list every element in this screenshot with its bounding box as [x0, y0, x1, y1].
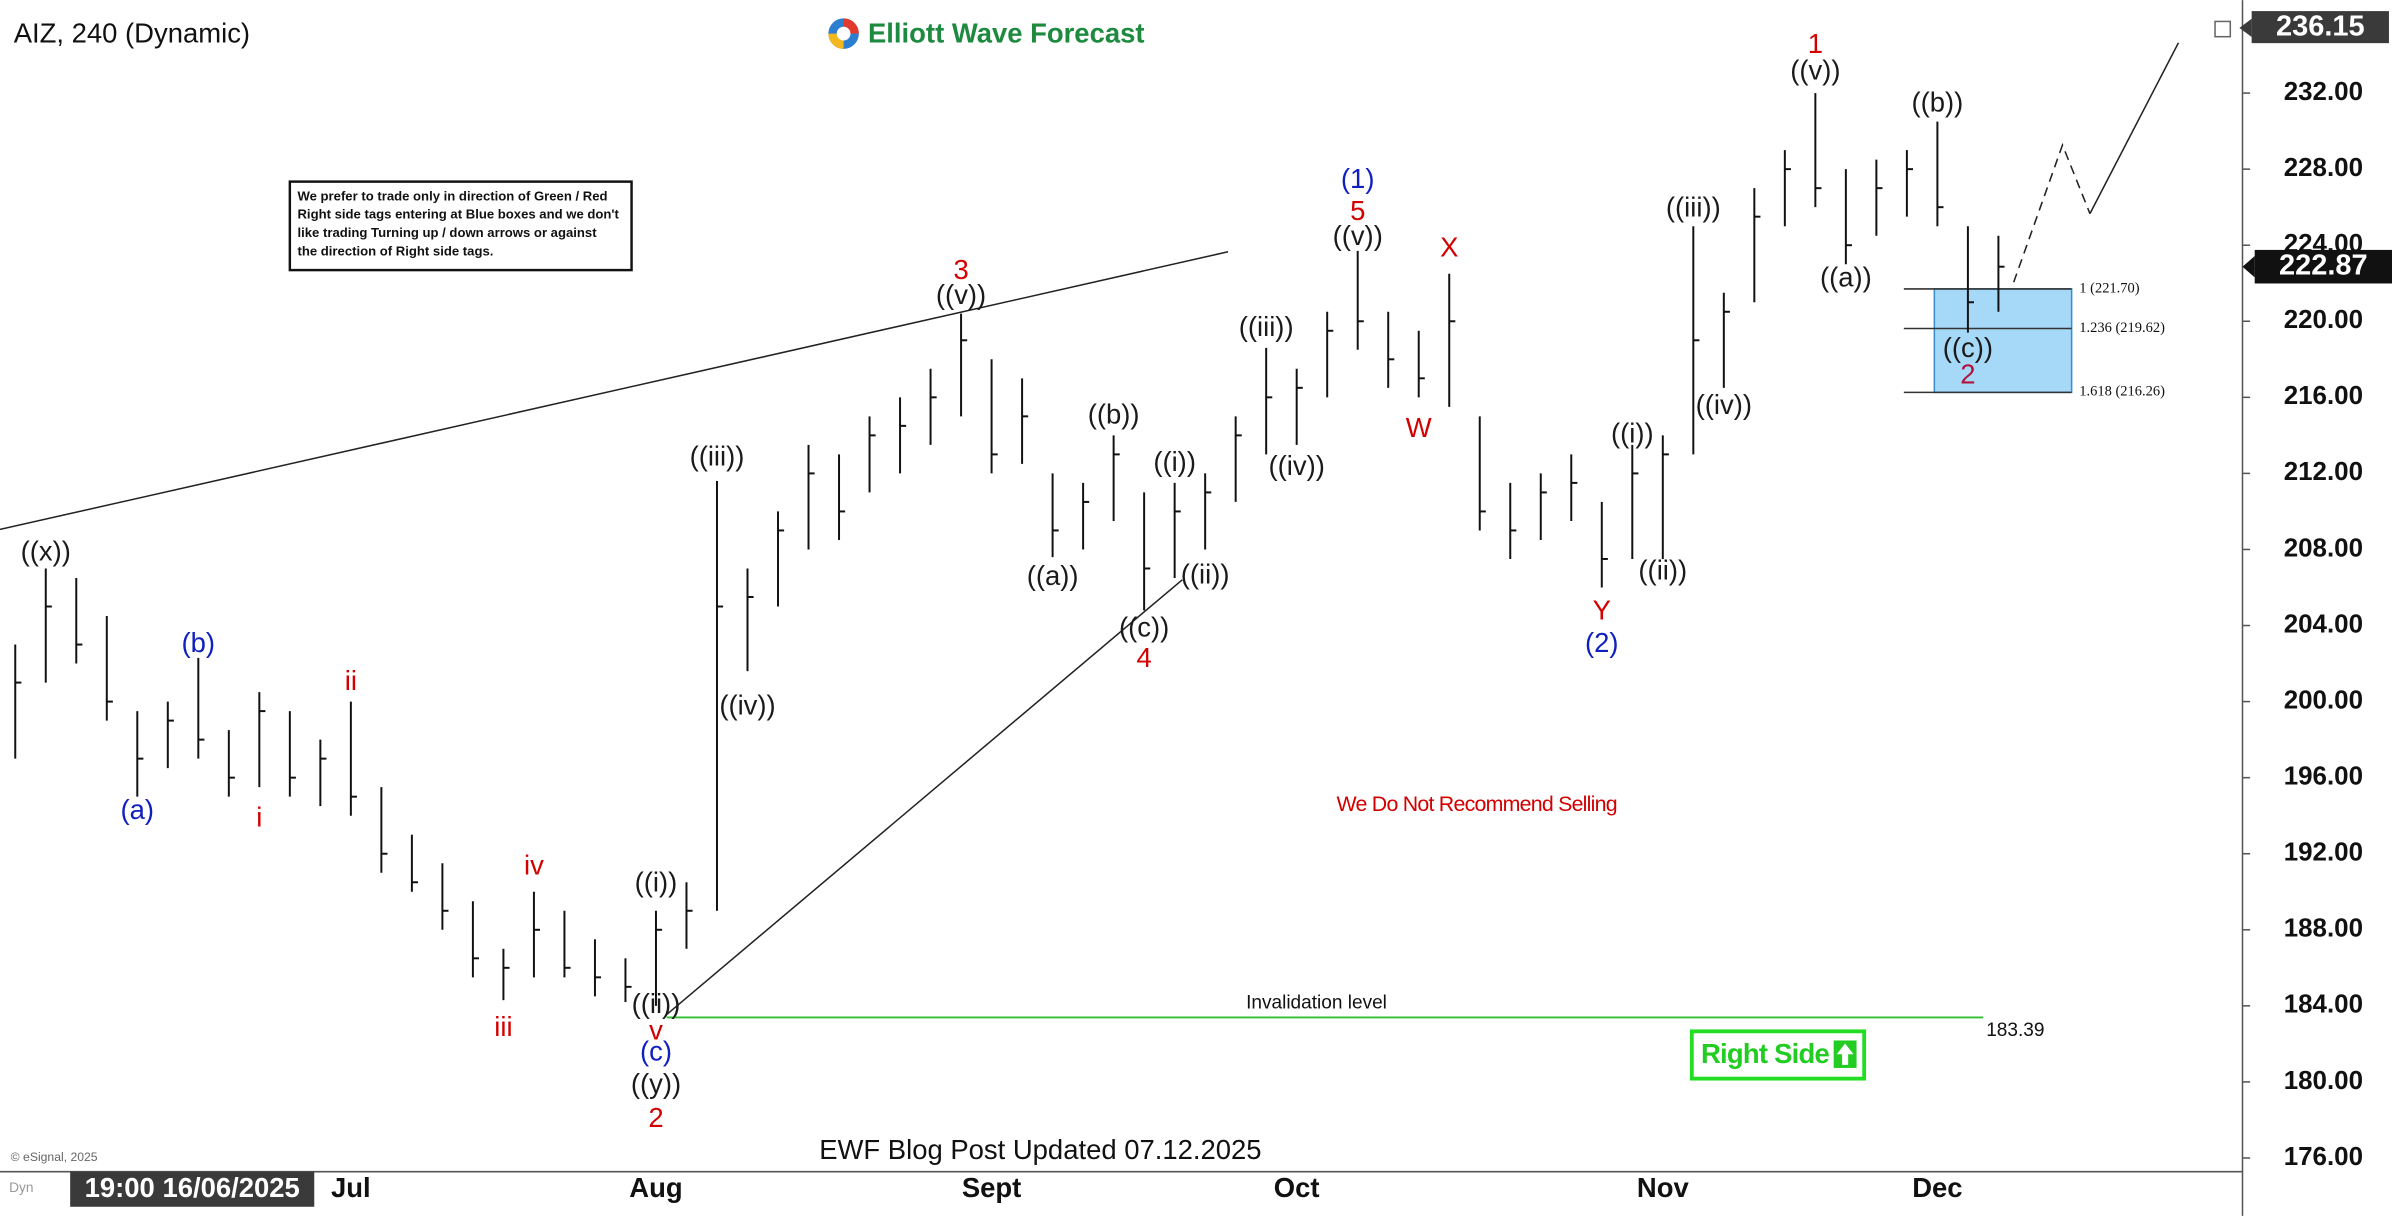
wave-label: iii	[494, 1011, 512, 1042]
wave-label: ((b))	[1911, 87, 1963, 118]
fib-label: 1 (221.70)	[2079, 280, 2140, 296]
wave-label: 4	[1136, 642, 1151, 673]
wave-label: Y	[1593, 594, 1611, 625]
y-tick-label: 200.00	[2284, 686, 2363, 714]
cursor-tag: Dyn	[9, 1180, 33, 1195]
wave-label: ((ii))	[1181, 558, 1230, 589]
wave-label: 2	[1960, 359, 1975, 390]
wave-label: ((iv))	[1268, 450, 1324, 481]
wave-label: ((iv))	[719, 690, 775, 721]
trend-line	[666, 579, 1183, 1016]
x-tick-label: Oct	[1274, 1172, 1320, 1203]
y-tick-label: 232.00	[2284, 78, 2363, 106]
x-tick-label: Sept	[962, 1172, 1021, 1203]
wave-label: (b)	[182, 627, 216, 658]
wave-label: ((a))	[1820, 262, 1872, 293]
footer: EWF Blog Post Updated 07.12.2025	[819, 1134, 1261, 1165]
y-tick-label: 180.00	[2284, 1067, 2363, 1095]
wave-label: ((i))	[1153, 446, 1196, 477]
y-tick-label: 184.00	[2284, 991, 2363, 1019]
wave-label: ((v))	[1790, 54, 1840, 85]
chart-title: AIZ, 240 (Dynamic)	[14, 17, 250, 48]
last-price-box	[2254, 249, 2392, 284]
wave-label: ((ii))	[1638, 555, 1687, 586]
note-line: Right side tags entering at Blue boxes a…	[297, 207, 619, 222]
x-tick-label: Jul	[331, 1172, 371, 1203]
last-price-pointer	[2242, 256, 2255, 278]
wave-label: ((a))	[1027, 560, 1079, 591]
x-tick-label: Aug	[629, 1172, 682, 1203]
wave-label: ((b))	[1088, 399, 1140, 430]
note-line: like trading Turning up / down arrows or…	[297, 225, 597, 240]
wave-label: W	[1406, 412, 1432, 443]
wave-label: ((iv))	[1696, 389, 1752, 420]
y-tick-label: 228.00	[2284, 154, 2363, 182]
wave-label: ((ii))	[632, 988, 681, 1019]
axis-high-label: 236.15	[2276, 11, 2365, 43]
wave-label: ((i))	[635, 866, 678, 897]
wave-label: 3	[953, 254, 968, 285]
recommendation: We Do Not Recommend Selling	[1337, 792, 1617, 816]
wave-label: (a)	[121, 794, 155, 825]
wave-label: ((c))	[1943, 332, 1993, 363]
y-tick-label: 192.00	[2284, 839, 2363, 867]
x-tick-label: Nov	[1637, 1172, 1690, 1203]
icon	[2214, 20, 2232, 38]
y-tick-label: 188.00	[2284, 915, 2363, 943]
copyright: © eSignal, 2025	[11, 1150, 98, 1164]
wave-label: (c)	[640, 1036, 672, 1067]
wave-label: ii	[345, 665, 357, 696]
wave-label: ((iii))	[1239, 311, 1294, 342]
wave-label: iv	[524, 849, 544, 880]
wave-label: i	[256, 802, 262, 833]
y-tick-label: 220.00	[2284, 306, 2363, 334]
wave-label: ((v))	[936, 279, 986, 310]
trend-line	[0, 251, 1229, 531]
cursor-box	[70, 1171, 315, 1207]
wave-label: ((c))	[1119, 612, 1169, 643]
axis-high-box	[2251, 11, 2389, 44]
y-tick-label: 196.00	[2284, 763, 2363, 791]
note-box: We prefer to trade only in direction of …	[288, 180, 633, 272]
wave-label: 2	[648, 1102, 663, 1133]
wave-label: ((i))	[1611, 418, 1654, 449]
wave-label: X	[1440, 231, 1458, 262]
y-tick-label: 176.00	[2284, 1143, 2363, 1171]
y-tick-label: 216.00	[2284, 382, 2363, 410]
x-tick-label: Dec	[1912, 1172, 1962, 1203]
fib-label: 1.236 (219.62)	[2079, 320, 2165, 336]
cursor-time: 19:00 16/06/2025	[85, 1172, 300, 1203]
invalidation-label: Invalidation level	[1246, 993, 1387, 1014]
wave-label: ((y))	[631, 1068, 681, 1099]
right-side: Right Side	[1701, 1038, 1830, 1069]
note-line: We prefer to trade only in direction of …	[297, 188, 607, 203]
wave-label: ((iii))	[690, 440, 745, 471]
brand: Elliott Wave Forecast	[868, 17, 1144, 48]
projection	[2089, 42, 2180, 215]
y-tick-label: 208.00	[2284, 534, 2363, 562]
y-tick-label: 204.00	[2284, 610, 2363, 638]
wave-label: ((iii))	[1666, 191, 1721, 222]
wave-label: ((v))	[1333, 220, 1383, 251]
last-price-label: 222.87	[2279, 249, 2368, 281]
axis-high-pointer	[2239, 18, 2252, 38]
wave-label: v	[649, 1015, 663, 1046]
projection	[2012, 142, 2091, 283]
logo: Elliott Wave Forecast	[828, 17, 1144, 49]
wave-label: (2)	[1585, 627, 1619, 658]
wave-label: ((x))	[21, 536, 71, 567]
invalidation-value: 183.39	[1986, 1020, 2044, 1041]
fib-label: 1.618 (216.26)	[2079, 384, 2165, 400]
right-side-tag: Right Side	[1689, 1029, 1867, 1081]
wave-label: 1	[1808, 28, 1823, 59]
wave-label: 5	[1350, 195, 1365, 226]
wave-label: (1)	[1341, 163, 1375, 194]
y-tick-label: 212.00	[2284, 458, 2363, 486]
note-line: the direction of Right side tags.	[297, 243, 493, 258]
